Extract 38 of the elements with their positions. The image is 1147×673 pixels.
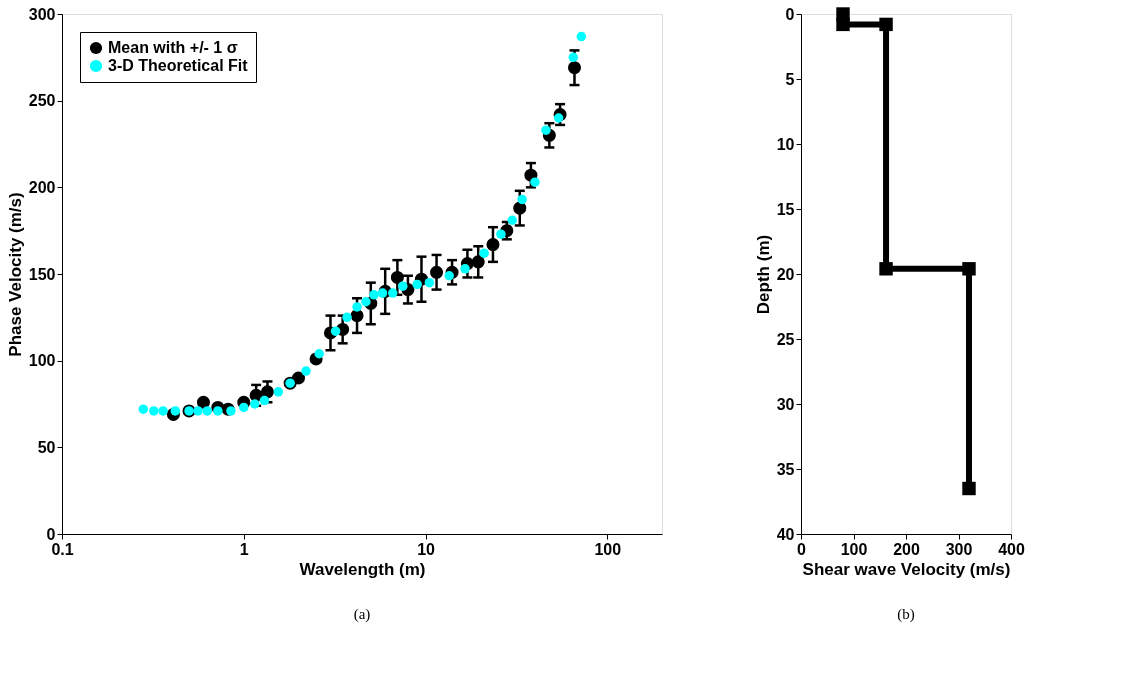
x-tick-label: 400: [998, 540, 1025, 558]
y-tick-label: 25: [776, 330, 795, 348]
legend-label: Mean with +/- 1 σ: [108, 39, 238, 56]
x-tick-label: 200: [893, 540, 920, 558]
y-tick-label: 50: [37, 438, 56, 456]
y-axis-title: Depth (m): [753, 234, 773, 315]
y-tick-label: 15: [776, 200, 795, 218]
text: (a): [353, 606, 371, 623]
y-tick-label: 30: [776, 395, 795, 413]
y-tick-label: 100: [28, 352, 56, 370]
x-tick-label: 300: [945, 540, 973, 558]
x-axis-title: Shear wave Velocity (m/s): [802, 559, 1011, 579]
point: [879, 17, 893, 32]
y-tick-label: 35: [776, 460, 795, 478]
y-tick-label: 0: [46, 525, 56, 543]
point: [962, 262, 976, 276]
x-tick-label: 0: [797, 540, 807, 558]
y-tick-label: 20: [776, 265, 795, 283]
y-tick-label: 300: [28, 5, 56, 23]
x-tick-label: 1: [239, 540, 249, 558]
y-tick-label: 40: [776, 525, 795, 543]
point: [836, 17, 850, 32]
y-tick-label: 5: [785, 70, 795, 88]
x-tick-label: 0.1: [51, 540, 74, 558]
point: [879, 262, 893, 276]
y-tick-label: 10: [776, 135, 795, 153]
y-tick-label: 0: [785, 5, 795, 23]
x-tick-label: 100: [594, 540, 622, 558]
y-tick-label: 150: [28, 265, 56, 283]
y-tick-label: 200: [28, 178, 56, 196]
point: [962, 481, 976, 496]
x-tick-label: 100: [840, 540, 868, 558]
x-tick-label: 10: [417, 540, 436, 558]
y-axis-title: Phase Velocity (m/s): [5, 192, 25, 357]
x-axis-title: Wavelength (m): [299, 559, 426, 579]
legend-label: 3-D Theoretical Fit: [108, 57, 249, 74]
text: (b): [897, 606, 915, 623]
y-tick-label: 250: [28, 92, 56, 110]
